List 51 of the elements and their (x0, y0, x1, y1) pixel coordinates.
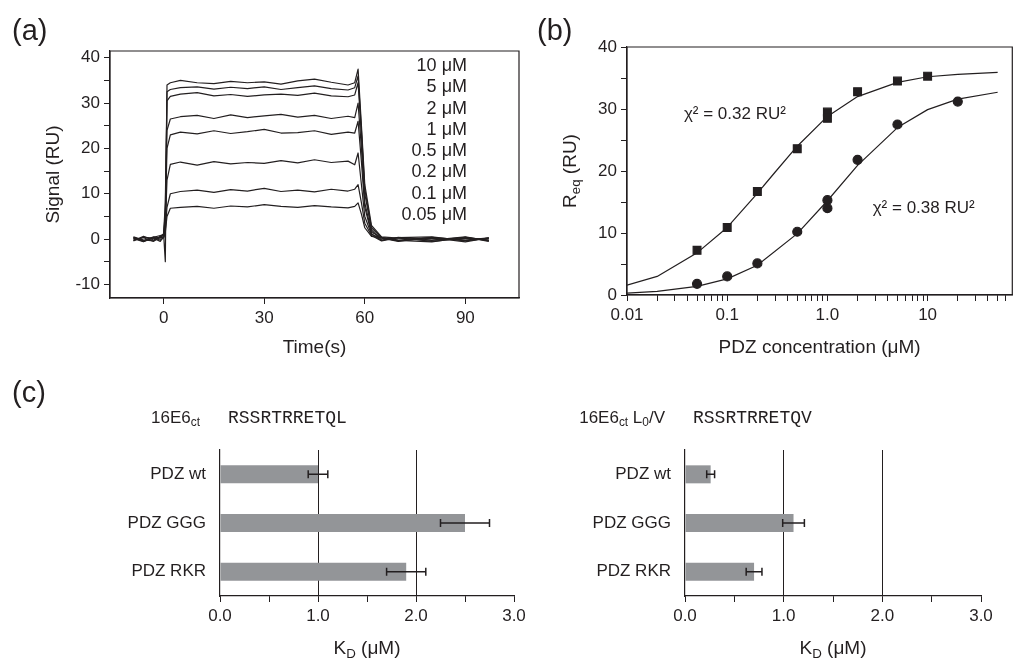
y-tick-label: PDZ wt (150, 464, 207, 484)
y-axis-title: Signal (RU) (42, 125, 64, 224)
x-tick-label: 0.01 (610, 304, 644, 324)
x-tick-label: 0.0 (673, 605, 697, 625)
x-tick-label: 90 (455, 307, 475, 327)
y-tick-label: PDZ GGG (592, 512, 671, 532)
text: (b) (537, 14, 573, 46)
annotation: 10 μM (416, 54, 467, 75)
x-tick-label: 2.0 (870, 605, 895, 625)
annotation: χ² = 0.32 RU² (683, 103, 787, 123)
chart-subtitle: RSSRTRRETQL (228, 407, 347, 428)
x-tick-label: 30 (254, 307, 274, 327)
y-tick-label: PDZ GGG (127, 512, 206, 532)
text: (a) (12, 14, 48, 46)
y-tick-label: 20 (81, 138, 100, 158)
annotation: 0.1 μM (411, 182, 467, 203)
y-tick-label: 30 (81, 92, 100, 112)
x-axis-title: Time(s) (282, 336, 347, 358)
chart-subtitle: RSSRTRRETQV (693, 407, 813, 428)
annotation: 1 μM (426, 118, 468, 139)
y-tick-label: 0 (607, 284, 617, 304)
y-axis-title: Req (RU) (559, 134, 584, 208)
y-tick-label: 40 (81, 47, 100, 67)
annotation: 5 μM (426, 76, 468, 97)
y-tick-label: PDZ RKR (131, 561, 206, 581)
x-tick-label: 3.0 (502, 605, 526, 625)
text: (c) (12, 376, 46, 408)
x-tick-label: 1.0 (306, 605, 330, 625)
y-tick-label: 40 (598, 36, 617, 56)
x-tick-label: 3.0 (969, 605, 993, 625)
y-tick-label: PDZ RKR (596, 561, 671, 581)
y-tick-label: 10 (598, 222, 617, 242)
annotation: 2 μM (426, 97, 468, 118)
x-tick-label: 1.0 (771, 605, 796, 625)
x-tick-label: 2.0 (404, 605, 428, 625)
y-tick-label: 20 (598, 160, 617, 180)
x-tick-label: 60 (355, 307, 375, 327)
x-tick-label: 0.0 (208, 605, 232, 625)
x-tick-label: 0.1 (715, 304, 740, 324)
annotation: 0.2 μM (411, 161, 467, 182)
annotation: 0.5 μM (411, 140, 467, 161)
y-tick-label: 0 (90, 228, 100, 248)
annotation: 0.05 μM (401, 204, 468, 225)
y-tick-label: 30 (598, 98, 617, 118)
y-tick-label: 10 (81, 183, 100, 203)
x-tick-label: 1.0 (815, 304, 840, 324)
annotation: χ² = 0.38 RU² (872, 197, 976, 217)
x-tick-label: 10 (918, 304, 938, 324)
y-tick-label: PDZ wt (615, 464, 672, 484)
y-tick-label: -10 (75, 274, 100, 294)
x-axis-title: PDZ concentration (μM) (718, 336, 921, 358)
